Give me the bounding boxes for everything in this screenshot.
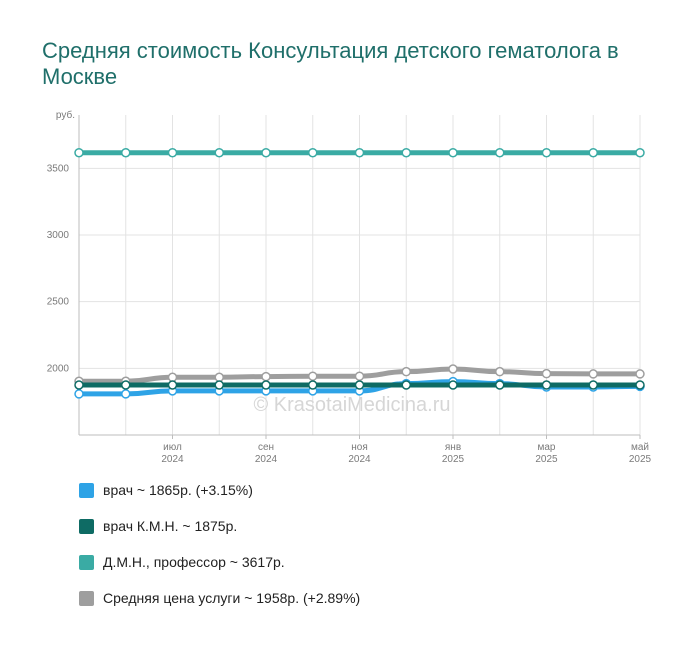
data-point-avg <box>214 372 224 383</box>
data-point-kmn <box>354 380 365 390</box>
data-point-kmn <box>167 380 178 390</box>
data-point-dmn <box>495 147 505 158</box>
x-tick-year-label: 2025 <box>629 454 652 465</box>
data-point-kmn <box>308 380 318 390</box>
legend-label: врач К.М.Н. ~ 1875р. <box>103 518 238 534</box>
y-tick-label: 3000 <box>47 230 70 241</box>
data-point-avg <box>261 371 271 382</box>
data-point-dmn <box>214 147 224 158</box>
data-point-dmn <box>74 147 84 158</box>
data-point-kmn <box>495 380 505 390</box>
data-point-vrach <box>121 389 131 399</box>
legend: врач ~ 1865р. (+3.15%) врач К.М.Н. ~ 1875… <box>79 481 360 625</box>
data-point-avg <box>401 366 411 377</box>
data-point-dmn <box>401 147 411 158</box>
legend-label: врач ~ 1865р. (+3.15%) <box>103 482 253 498</box>
data-point-dmn <box>541 147 552 158</box>
data-point-kmn <box>588 380 598 390</box>
data-point-avg <box>448 364 458 374</box>
legend-swatch <box>79 518 94 534</box>
data-point-dmn <box>121 147 131 158</box>
legend-item: врач К.М.Н. ~ 1875р. <box>79 517 360 535</box>
data-point-dmn <box>167 147 178 158</box>
data-point-kmn <box>635 380 645 390</box>
data-point-dmn <box>308 147 318 158</box>
data-point-avg <box>308 371 318 381</box>
data-point-avg <box>541 368 552 379</box>
data-point-dmn <box>635 147 645 158</box>
y-tick-label: 2500 <box>47 297 70 308</box>
price-line-chart: © KrasotaiMedicina.ru 2000250030003500ру… <box>47 109 652 465</box>
data-point-kmn <box>541 380 552 390</box>
data-point-dmn <box>588 147 598 158</box>
data-point-kmn <box>448 380 458 390</box>
legend-item: Д.М.Н., профессор ~ 3617р. <box>79 553 360 571</box>
x-tick-label: май <box>631 442 649 453</box>
legend-swatch <box>79 590 94 606</box>
legend-swatch <box>79 482 94 498</box>
data-point-dmn <box>261 147 271 158</box>
legend-label: Средняя цена услуги ~ 1958р. (+2.89%) <box>103 590 361 606</box>
data-point-kmn <box>121 380 131 390</box>
legend-label: Д.М.Н., профессор ~ 3617р. <box>103 554 285 570</box>
data-point-avg <box>354 371 365 381</box>
x-tick-year-label: 2025 <box>442 454 465 465</box>
x-tick-year-label: 2024 <box>348 454 371 465</box>
y-tick-label: 3500 <box>47 163 70 174</box>
x-tick-label: сен <box>258 442 274 453</box>
data-point-kmn <box>401 380 411 390</box>
x-tick-year-label: 2024 <box>255 454 278 465</box>
legend-item: Средняя цена услуги ~ 1958р. (+2.89%) <box>79 589 360 607</box>
data-point-avg <box>635 369 645 379</box>
legend-swatch <box>79 554 94 570</box>
data-point-avg <box>588 369 598 379</box>
x-tick-label: ноя <box>351 442 368 453</box>
x-tick-label: июл <box>163 442 182 453</box>
y-unit-label: руб. <box>56 109 75 121</box>
data-point-dmn <box>448 147 458 158</box>
data-point-avg <box>167 372 178 383</box>
axes: 2000250030003500руб.июл2024сен2024ноя202… <box>47 109 652 465</box>
data-point-kmn <box>74 380 84 390</box>
data-point-dmn <box>354 147 365 158</box>
data-point-vrach <box>74 389 84 399</box>
data-point-kmn <box>261 380 271 390</box>
x-tick-label: янв <box>445 442 461 453</box>
legend-item: врач ~ 1865р. (+3.15%) <box>79 481 360 499</box>
data-point-kmn <box>214 380 224 390</box>
watermark-text: © KrasotaiMedicina.ru <box>253 394 450 416</box>
data-point-avg <box>495 366 505 377</box>
x-tick-label: мар <box>538 442 556 453</box>
chart-title: Средняя стоимость Консультация детского … <box>42 38 619 89</box>
series-lines <box>74 147 645 399</box>
y-tick-label: 2000 <box>47 363 70 374</box>
x-tick-year-label: 2024 <box>161 454 184 465</box>
x-tick-year-label: 2025 <box>535 454 558 465</box>
